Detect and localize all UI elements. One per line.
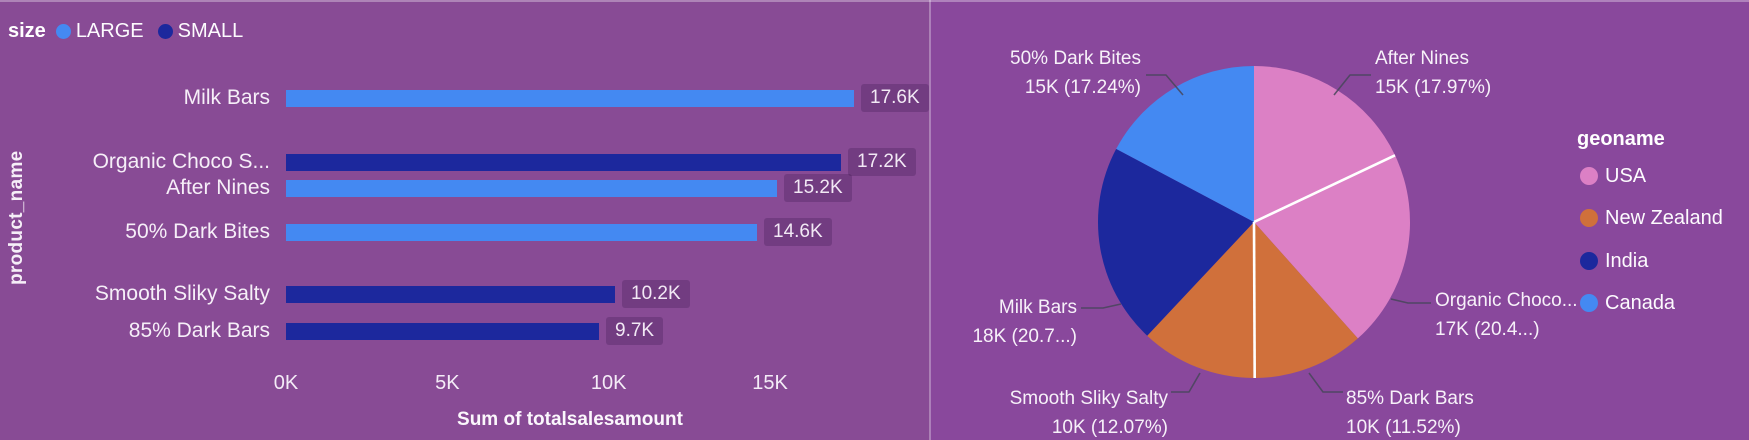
legend-swatch-icon [1580, 294, 1598, 312]
legend-swatch-icon [1580, 209, 1598, 227]
pie-label-value: 18K (20.7...) [972, 326, 1077, 347]
callout-leader-line [1171, 372, 1201, 393]
x-axis-title: Sum of totalsalesamount [457, 409, 683, 430]
callout-leader-line [1081, 303, 1122, 309]
pie-label-2: Organic Choco... 17K (20.4...) [1435, 286, 1578, 344]
callout-leader-line [1308, 372, 1343, 393]
x-tick-5K: 5K [435, 372, 460, 394]
callout-leader-line [1333, 74, 1371, 96]
pie-svg [1081, 66, 1431, 393]
category-label: Smooth Sliky Salty [94, 282, 270, 305]
bar-6[interactable] [286, 323, 599, 340]
pie-label-name: Organic Choco... [1435, 290, 1578, 311]
pie-slice-3[interactable] [1254, 222, 1358, 378]
legend-swatch-icon [1580, 167, 1598, 185]
legend-item-india[interactable]: India [1580, 248, 1648, 274]
bar-legend-title: size [8, 20, 46, 42]
slice-separator-line [1253, 154, 1396, 224]
bar-value-label: 10.2K [622, 280, 690, 308]
pie-label-value: 10K (12.07%) [1051, 417, 1168, 438]
legend-item-canada[interactable]: Canada [1580, 290, 1675, 316]
bar-chart-legend: size LARGE SMALL [8, 20, 243, 43]
pie-slice-4[interactable] [1147, 222, 1255, 379]
bar-1[interactable] [286, 90, 854, 107]
callout-leader-line [1390, 298, 1431, 304]
pie-label-6: 50% Dark Bites 15K (17.24%) [1010, 44, 1141, 102]
bar-value-label: 17.6K [861, 84, 929, 112]
legend-item-label: India [1605, 249, 1649, 272]
category-label: After Nines [166, 176, 270, 199]
x-tick-15K: 15K [752, 372, 788, 394]
legend-item-new-zealand[interactable]: New Zealand [1580, 205, 1723, 231]
pie-label-value: 17K (20.4...) [1435, 319, 1540, 340]
bar-2[interactable] [286, 154, 841, 171]
pie-legend-title: geoname [1577, 128, 1665, 150]
pie-label-name: Milk Bars [998, 297, 1077, 318]
pie-label-1: After Nines 15K (17.97%) [1375, 44, 1491, 102]
pie-label-3: 85% Dark Bars 10K (11.52%) [1346, 384, 1474, 440]
legend-item-small[interactable]: SMALL [157, 20, 244, 43]
pie-label-4: Smooth Sliky Salty 10K (12.07%) [1010, 384, 1168, 440]
category-label: 50% Dark Bites [125, 220, 270, 243]
bar-4[interactable] [286, 224, 757, 241]
pie-slice-5[interactable] [1098, 148, 1254, 336]
legend-item-large[interactable]: LARGE [55, 20, 144, 43]
pie-label-name: After Nines [1375, 48, 1469, 69]
pie-label-name: 50% Dark Bites [1010, 48, 1141, 69]
category-label: Milk Bars [183, 86, 270, 109]
pie-chart-visual: After Nines 15K (17.97%) Organic Choco... 1… [930, 0, 1749, 440]
x-tick-0K: 0K [273, 372, 299, 394]
bar-value-label: 15.2K [784, 174, 852, 202]
legend-item-label: SMALL [177, 20, 244, 42]
pie-label-5: Milk Bars 18K (20.7...) [972, 293, 1077, 351]
bar-value-label: 9.7K [606, 317, 664, 345]
bar-5[interactable] [286, 286, 615, 303]
pie-slice-2[interactable] [1254, 155, 1411, 339]
legend-swatch-icon [157, 24, 173, 39]
legend-item-usa[interactable]: USA [1580, 163, 1646, 189]
bar-value-label: 14.6K [764, 218, 832, 246]
pie-label-name: Smooth Sliky Salty [1009, 388, 1168, 409]
pie-label-value: 15K (17.24%) [1024, 77, 1141, 98]
legend-item-label: LARGE [75, 20, 144, 42]
pie-label-value: 10K (11.52%) [1346, 417, 1461, 438]
legend-item-label: New Zealand [1605, 206, 1723, 229]
legend-swatch-icon [55, 24, 71, 39]
bar-value-label: 17.2K [848, 148, 916, 176]
pie-slice-6[interactable] [1116, 66, 1254, 222]
callout-leader-line [1146, 74, 1184, 96]
legend-item-label: USA [1605, 164, 1647, 187]
pie-label-name: 85% Dark Bars [1346, 388, 1474, 409]
pie-label-value: 15K (17.97%) [1375, 77, 1492, 98]
pie-slice-1[interactable] [1254, 66, 1396, 222]
slice-separator-line [1252, 221, 1256, 379]
legend-swatch-icon [1580, 252, 1598, 270]
y-axis-title: product_name [6, 150, 27, 285]
category-label: 85% Dark Bars [128, 319, 270, 342]
bar-3[interactable] [286, 180, 777, 197]
category-label: Organic Choco S... [92, 150, 270, 173]
bar-chart-visual: size LARGE SMALL product_name Milk Bars 17… [0, 0, 930, 440]
bar-legend-items: LARGE SMALL [55, 20, 244, 43]
legend-item-label: Canada [1605, 291, 1676, 314]
x-tick-10K: 10K [590, 372, 627, 394]
visual-divider [929, 0, 931, 440]
